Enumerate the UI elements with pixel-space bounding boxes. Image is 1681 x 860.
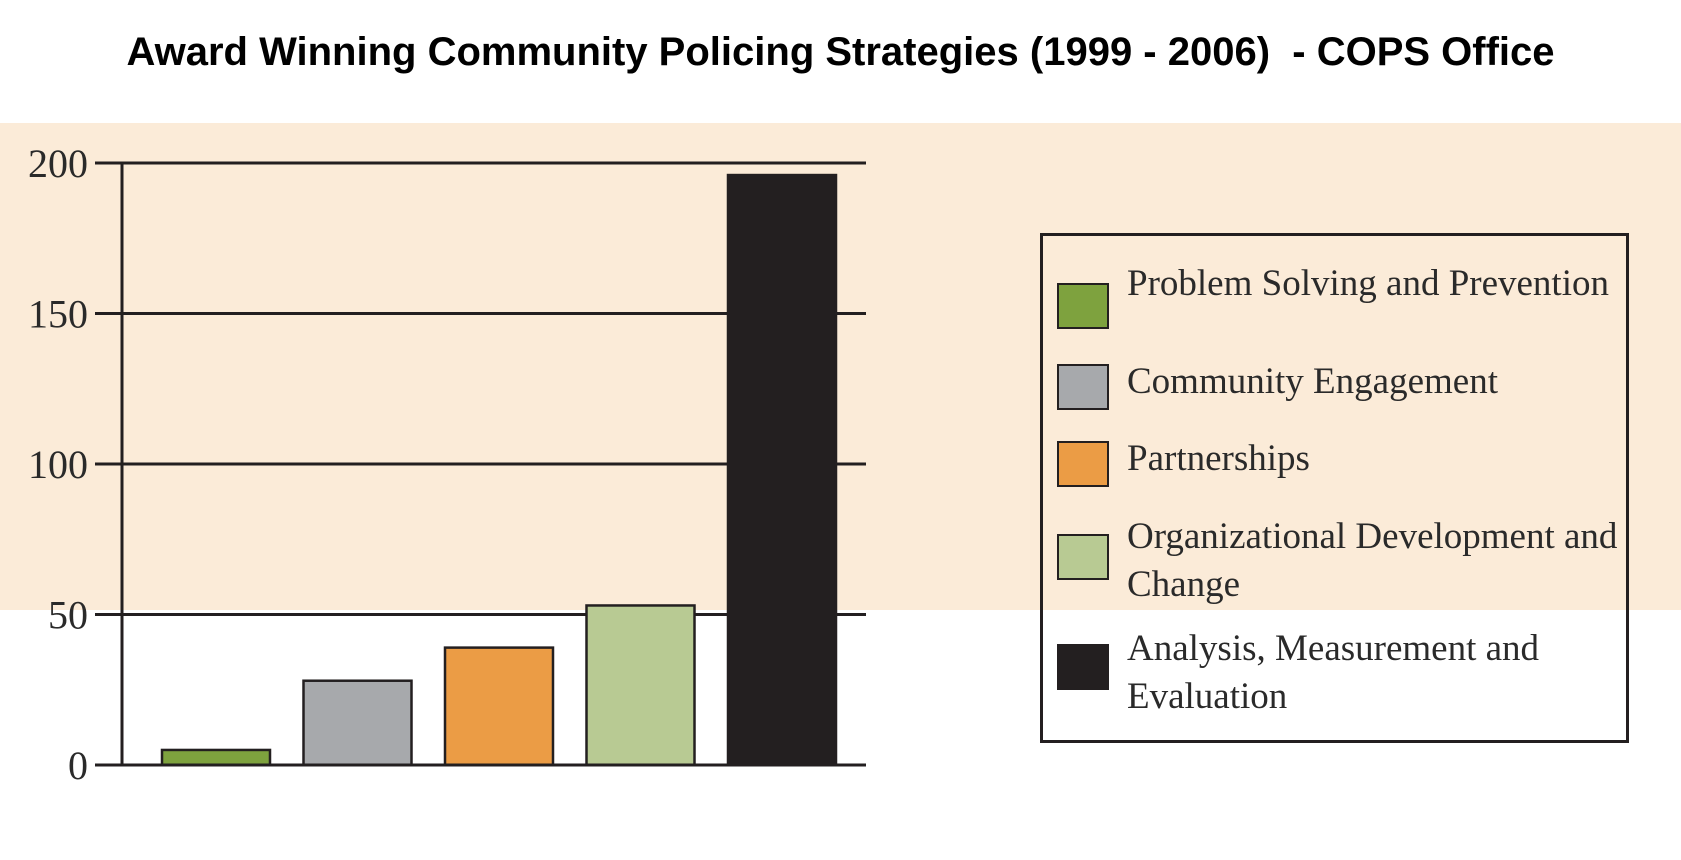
legend-label: Analysis, Measurement and Evaluation bbox=[1127, 628, 1540, 717]
y-tick-label: 200 bbox=[28, 141, 88, 186]
bar bbox=[726, 173, 838, 767]
bar bbox=[160, 748, 272, 767]
legend-swatch bbox=[1057, 534, 1109, 580]
y-tick-label: 100 bbox=[28, 442, 88, 487]
legend-label: Partnerships bbox=[1127, 438, 1310, 479]
bar bbox=[585, 604, 696, 767]
legend-label: Problem Solving and Prevention bbox=[1127, 263, 1609, 304]
bar bbox=[443, 646, 555, 767]
legend-swatch bbox=[1057, 283, 1109, 329]
legend-swatch bbox=[1057, 364, 1109, 410]
legend: Problem Solving and Prevention Community… bbox=[1040, 233, 1629, 743]
y-tick-label: 0 bbox=[68, 743, 88, 788]
legend-label: Community Engagement bbox=[1127, 361, 1498, 402]
y-tick-label: 150 bbox=[28, 292, 88, 337]
legend-swatch bbox=[1057, 644, 1109, 690]
background-band bbox=[0, 123, 1681, 610]
legend-swatch bbox=[1057, 441, 1109, 487]
y-tick-label: 50 bbox=[48, 593, 88, 638]
legend-label: Organizational Development and Change bbox=[1127, 516, 1618, 605]
bar bbox=[302, 679, 413, 767]
chart-title: Award Winning Community Policing Strateg… bbox=[126, 30, 1555, 74]
